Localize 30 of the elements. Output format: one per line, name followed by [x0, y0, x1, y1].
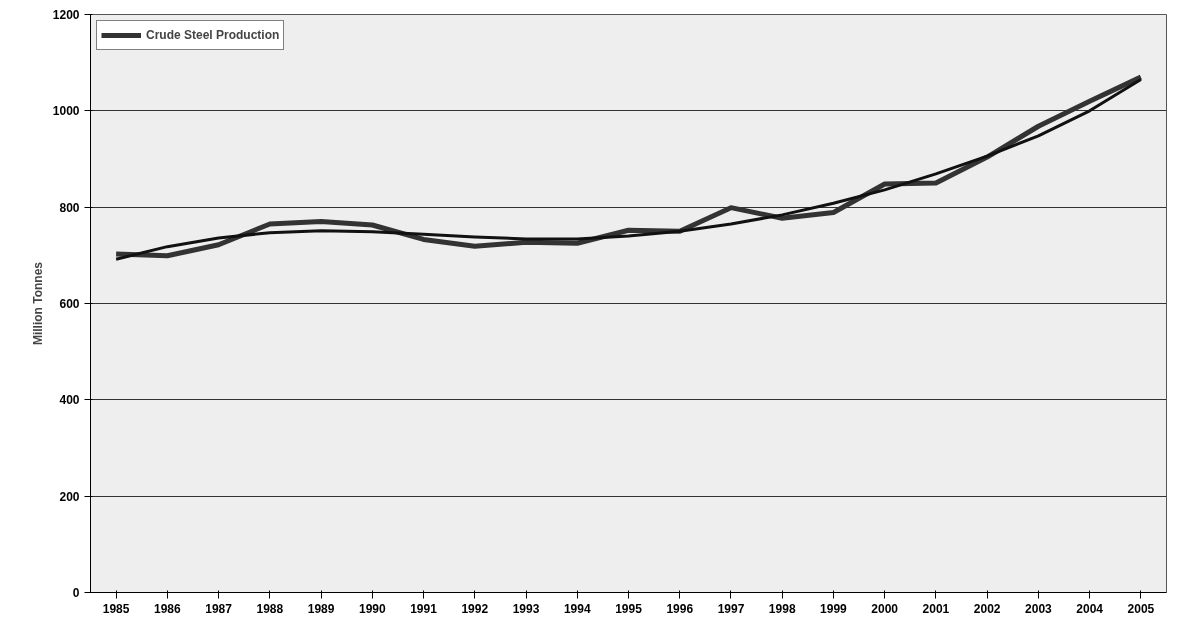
x-tick-label: 2000 — [871, 601, 899, 616]
x-tick-label: 1986 — [154, 601, 182, 616]
x-tick-label: 1989 — [307, 601, 335, 616]
x-tick-label: 1998 — [768, 601, 796, 616]
x-tick-label: 2004 — [1076, 601, 1104, 616]
x-tick-label: 1993 — [512, 601, 540, 616]
y-axis-title: Million Tonnes — [30, 261, 45, 346]
x-tick-label: 1991 — [410, 601, 438, 616]
x-tick-label: 1985 — [102, 601, 130, 616]
y-tick-label: 800 — [59, 200, 80, 215]
x-tick-label: 2003 — [1025, 601, 1053, 616]
x-tick-label: 1990 — [358, 601, 386, 616]
x-tick-label: 2005 — [1127, 601, 1155, 616]
y-tick-label: 400 — [59, 393, 80, 408]
y-tick-label: 1200 — [52, 8, 80, 22]
x-tick-label: 1994 — [563, 601, 591, 616]
x-tick-label: 2002 — [973, 601, 1001, 616]
legend-label: Crude Steel Production — [146, 28, 280, 42]
x-tick-label: 1995 — [615, 601, 643, 616]
x-tick-label: 1988 — [256, 601, 284, 616]
y-tick-label: 600 — [59, 297, 80, 311]
x-tick-label: 1997 — [717, 601, 745, 616]
y-tick-label: 0 — [72, 586, 80, 600]
y-tick-label: 1000 — [52, 104, 80, 119]
x-tick-label: 1996 — [666, 601, 694, 616]
x-tick-label: 1987 — [205, 601, 233, 616]
y-tick-label: 200 — [59, 489, 80, 504]
x-tick-label: 1999 — [820, 601, 848, 616]
x-tick-label: 2001 — [922, 601, 950, 616]
x-tick-label: 1992 — [461, 601, 489, 616]
